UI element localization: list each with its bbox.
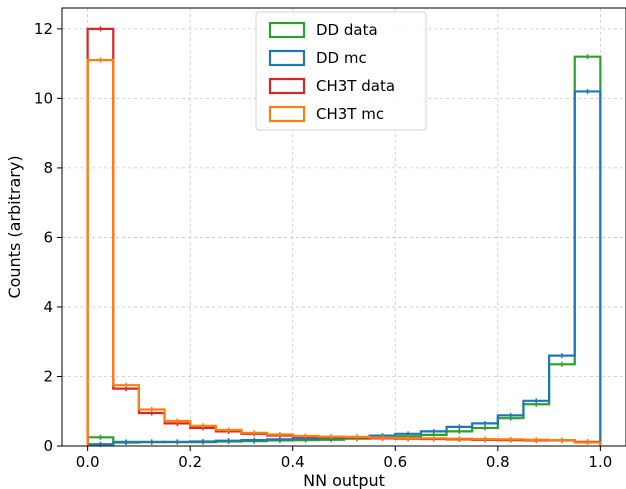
x-tick-label: 0.4 (281, 453, 305, 471)
legend-box (255, 11, 427, 131)
histogram-step-line (86, 90, 602, 446)
x-tick-label: 0.8 (486, 453, 510, 471)
legend-label: DD data (316, 21, 378, 39)
series-dd-mc (86, 88, 602, 447)
y-tick-label: 4 (43, 298, 53, 316)
x-tick-label: 0.2 (178, 453, 202, 471)
y-tick-label: 10 (34, 89, 53, 107)
y-tick-label: 6 (43, 228, 53, 246)
x-tick-label: 0.6 (383, 453, 407, 471)
plot-frame (61, 7, 626, 447)
y-tick-label: 0 (43, 437, 53, 455)
legend: DD data DD mc CH3T data CH3T mc (255, 11, 427, 131)
legend-swatch (268, 21, 306, 39)
x-axis-label: NN output (303, 471, 385, 489)
legend-label: CH3T mc (316, 105, 384, 123)
legend-label: DD mc (316, 49, 367, 67)
legend-swatch (268, 77, 306, 95)
x-tick-label: 1.0 (588, 453, 612, 471)
y-tick-label: 2 (43, 367, 53, 385)
y-tick-label: 12 (34, 20, 53, 38)
x-tick-label: 0.0 (76, 453, 100, 471)
axes (61, 7, 626, 447)
legend-swatch (268, 105, 306, 123)
ticks: 0.0 0.2 0.4 0.6 0.8 1.0 0 2 4 6 8 10 12 (34, 20, 612, 471)
series-ch3t-mc (86, 57, 602, 446)
legend-label: CH3T data (316, 77, 395, 95)
histogram-step-line (86, 59, 602, 446)
y-tick-label: 8 (43, 159, 53, 177)
series-lines (86, 26, 602, 447)
legend-swatch (268, 49, 306, 67)
y-axis-label: Counts (arbitrary) (5, 155, 24, 298)
